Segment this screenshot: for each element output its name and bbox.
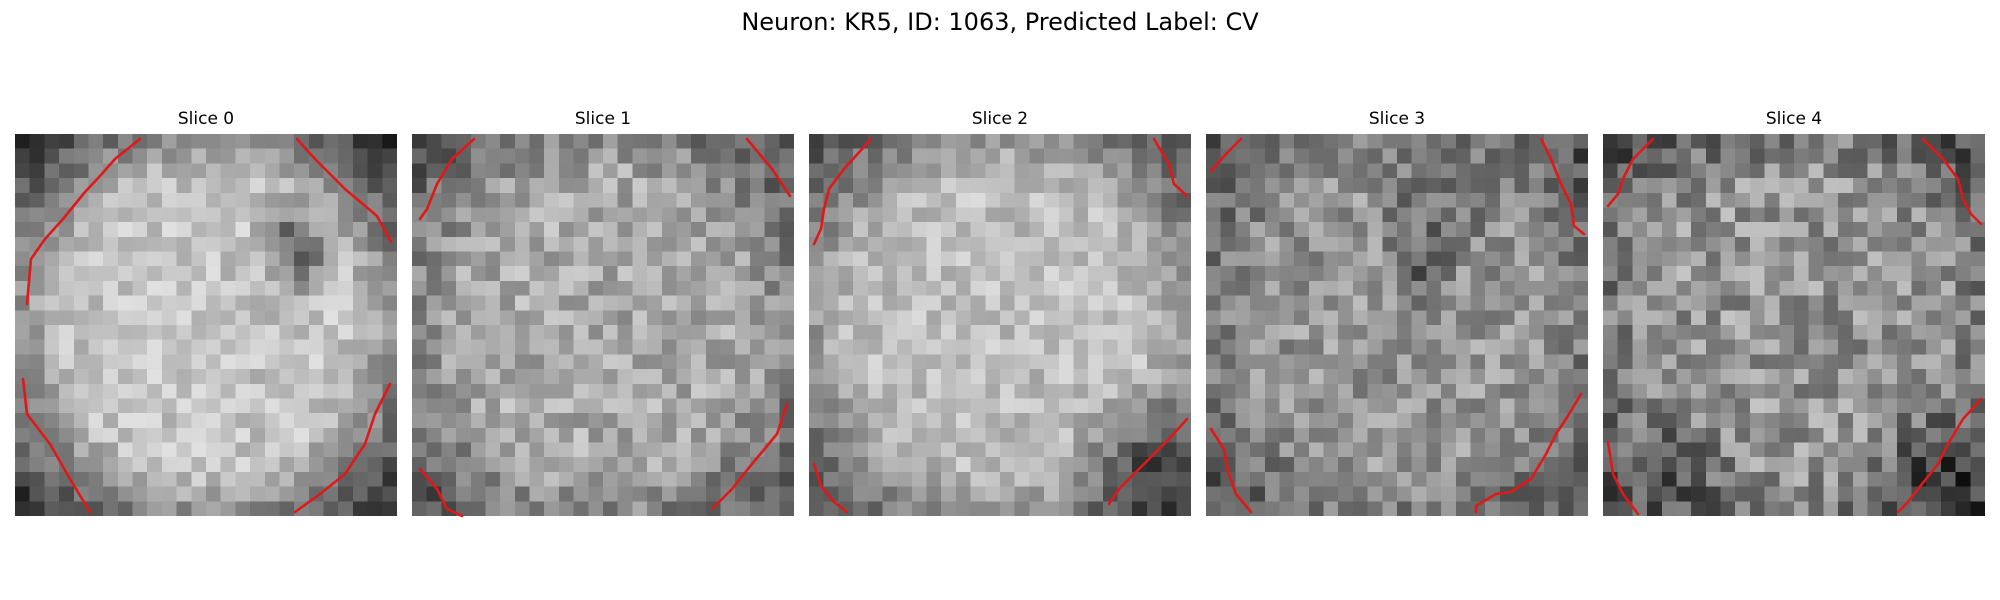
- figure-title: Neuron: KR5, ID: 1063, Predicted Label: …: [741, 8, 1259, 36]
- slice-title-3: Slice 3: [1368, 109, 1426, 129]
- slice-image-1: [412, 134, 794, 516]
- slice-image-4: [1603, 134, 1985, 516]
- slice-title-2: Slice 2: [971, 109, 1029, 129]
- slice-title-1: Slice 1: [574, 109, 632, 129]
- slice-title-0: Slice 0: [177, 109, 235, 129]
- slice-image-2: [809, 134, 1191, 516]
- slice-image-0: [15, 134, 397, 516]
- slice-title-4: Slice 4: [1765, 109, 1823, 129]
- slice-image-3: [1206, 134, 1588, 516]
